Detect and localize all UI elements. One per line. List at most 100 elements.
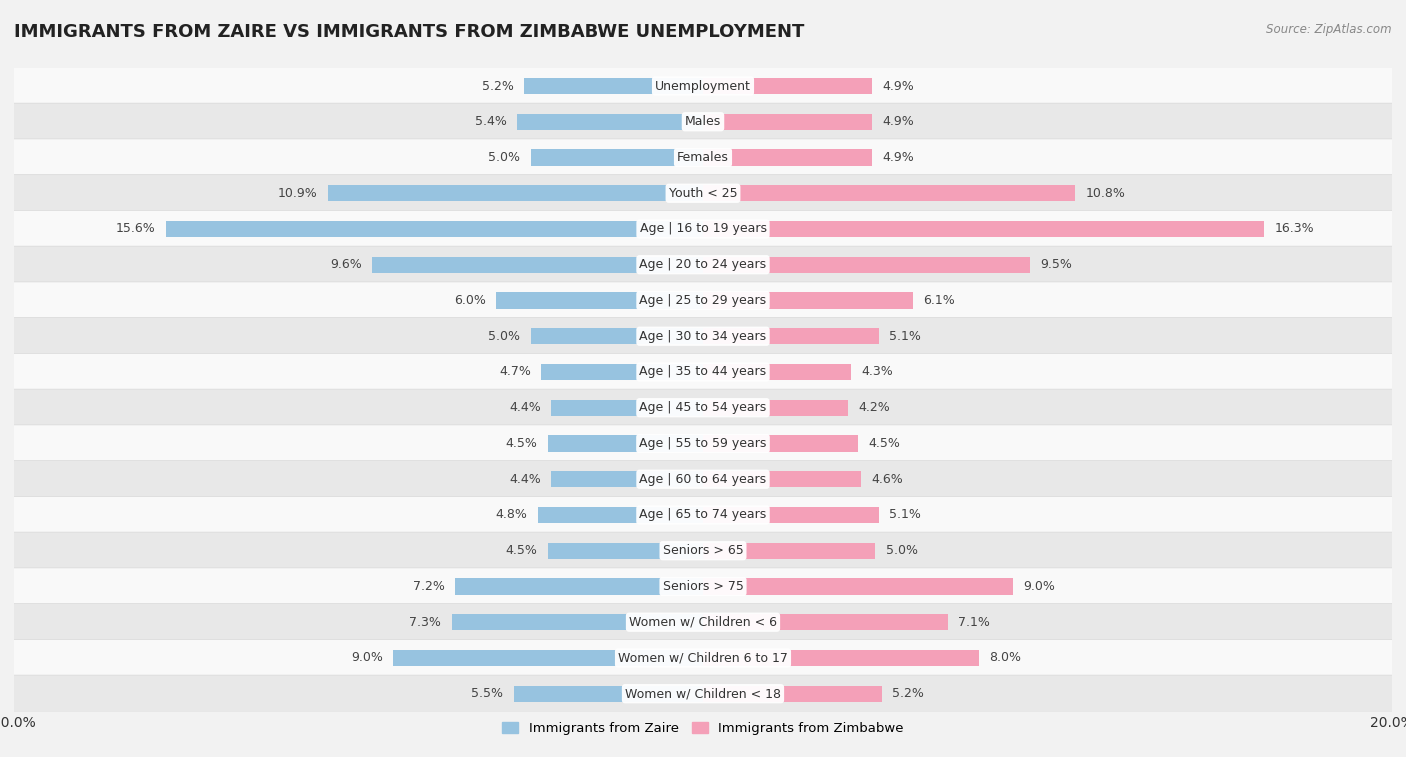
Bar <box>703 364 851 380</box>
Bar <box>551 471 703 488</box>
FancyBboxPatch shape <box>14 139 1392 176</box>
Bar <box>703 149 872 166</box>
Bar <box>703 400 848 416</box>
Text: 16.3%: 16.3% <box>1275 223 1315 235</box>
Text: Seniors > 75: Seniors > 75 <box>662 580 744 593</box>
Text: 5.5%: 5.5% <box>471 687 503 700</box>
Bar <box>703 185 1076 201</box>
Bar <box>703 650 979 666</box>
Text: 4.7%: 4.7% <box>499 366 531 378</box>
Bar <box>551 400 703 416</box>
Text: 4.3%: 4.3% <box>862 366 893 378</box>
Text: 4.4%: 4.4% <box>509 472 541 486</box>
FancyBboxPatch shape <box>14 246 1392 283</box>
Text: Unemployment: Unemployment <box>655 79 751 92</box>
Bar <box>703 471 862 488</box>
Text: 5.0%: 5.0% <box>488 151 520 164</box>
Text: 6.0%: 6.0% <box>454 294 486 307</box>
FancyBboxPatch shape <box>14 675 1392 712</box>
Bar <box>166 221 703 237</box>
FancyBboxPatch shape <box>14 389 1392 426</box>
Bar <box>703 578 1012 594</box>
Bar <box>513 686 703 702</box>
Text: Age | 60 to 64 years: Age | 60 to 64 years <box>640 472 766 486</box>
Bar <box>541 364 703 380</box>
FancyBboxPatch shape <box>14 318 1392 355</box>
Text: 4.2%: 4.2% <box>858 401 890 414</box>
Text: 4.6%: 4.6% <box>872 472 904 486</box>
Text: 5.1%: 5.1% <box>889 330 921 343</box>
Text: Age | 35 to 44 years: Age | 35 to 44 years <box>640 366 766 378</box>
Text: 5.4%: 5.4% <box>475 115 506 128</box>
Text: Seniors > 65: Seniors > 65 <box>662 544 744 557</box>
FancyBboxPatch shape <box>14 603 1392 640</box>
Bar <box>524 78 703 94</box>
Text: Males: Males <box>685 115 721 128</box>
FancyBboxPatch shape <box>14 460 1392 498</box>
FancyBboxPatch shape <box>14 175 1392 212</box>
Text: 5.1%: 5.1% <box>889 509 921 522</box>
Bar <box>496 292 703 309</box>
Bar <box>392 650 703 666</box>
Text: 4.9%: 4.9% <box>882 151 914 164</box>
Bar <box>328 185 703 201</box>
Text: Age | 55 to 59 years: Age | 55 to 59 years <box>640 437 766 450</box>
FancyBboxPatch shape <box>14 532 1392 569</box>
Text: 15.6%: 15.6% <box>115 223 155 235</box>
FancyBboxPatch shape <box>14 103 1392 140</box>
Text: 5.0%: 5.0% <box>886 544 918 557</box>
Text: Women w/ Children < 6: Women w/ Children < 6 <box>628 615 778 629</box>
FancyBboxPatch shape <box>14 210 1392 248</box>
Text: 4.5%: 4.5% <box>506 437 537 450</box>
Bar <box>531 149 703 166</box>
Text: 9.0%: 9.0% <box>1024 580 1056 593</box>
Bar <box>537 507 703 523</box>
FancyBboxPatch shape <box>14 282 1392 319</box>
Text: 7.3%: 7.3% <box>409 615 441 629</box>
Text: 5.0%: 5.0% <box>488 330 520 343</box>
Bar <box>703 543 875 559</box>
Text: 9.5%: 9.5% <box>1040 258 1073 271</box>
Bar <box>703 221 1264 237</box>
Bar <box>703 614 948 631</box>
Text: 7.2%: 7.2% <box>413 580 444 593</box>
Text: 5.2%: 5.2% <box>482 79 513 92</box>
Text: Age | 20 to 24 years: Age | 20 to 24 years <box>640 258 766 271</box>
Text: Age | 65 to 74 years: Age | 65 to 74 years <box>640 509 766 522</box>
Bar <box>517 114 703 129</box>
Bar <box>703 292 912 309</box>
FancyBboxPatch shape <box>14 67 1392 104</box>
FancyBboxPatch shape <box>14 640 1392 677</box>
Text: 9.0%: 9.0% <box>350 652 382 665</box>
Text: 10.8%: 10.8% <box>1085 187 1125 200</box>
Text: 4.5%: 4.5% <box>869 437 900 450</box>
Text: 8.0%: 8.0% <box>988 652 1021 665</box>
Bar <box>703 329 879 344</box>
Text: 4.9%: 4.9% <box>882 115 914 128</box>
Text: Women w/ Children < 18: Women w/ Children < 18 <box>626 687 780 700</box>
Legend: Immigrants from Zaire, Immigrants from Zimbabwe: Immigrants from Zaire, Immigrants from Z… <box>496 717 910 740</box>
Bar <box>703 686 882 702</box>
Text: 4.8%: 4.8% <box>495 509 527 522</box>
Text: 4.5%: 4.5% <box>506 544 537 557</box>
FancyBboxPatch shape <box>14 497 1392 534</box>
FancyBboxPatch shape <box>14 568 1392 605</box>
Text: Women w/ Children 6 to 17: Women w/ Children 6 to 17 <box>619 652 787 665</box>
Bar <box>373 257 703 273</box>
Text: 9.6%: 9.6% <box>330 258 361 271</box>
FancyBboxPatch shape <box>14 425 1392 462</box>
Text: 4.4%: 4.4% <box>509 401 541 414</box>
Bar <box>548 543 703 559</box>
Text: Females: Females <box>678 151 728 164</box>
Text: 5.2%: 5.2% <box>893 687 924 700</box>
Text: Age | 25 to 29 years: Age | 25 to 29 years <box>640 294 766 307</box>
Bar <box>451 614 703 631</box>
Text: 6.1%: 6.1% <box>924 294 955 307</box>
Text: 7.1%: 7.1% <box>957 615 990 629</box>
Text: 4.9%: 4.9% <box>882 79 914 92</box>
Bar <box>703 435 858 451</box>
Bar <box>548 435 703 451</box>
FancyBboxPatch shape <box>14 354 1392 391</box>
Bar <box>703 114 872 129</box>
Text: Age | 45 to 54 years: Age | 45 to 54 years <box>640 401 766 414</box>
